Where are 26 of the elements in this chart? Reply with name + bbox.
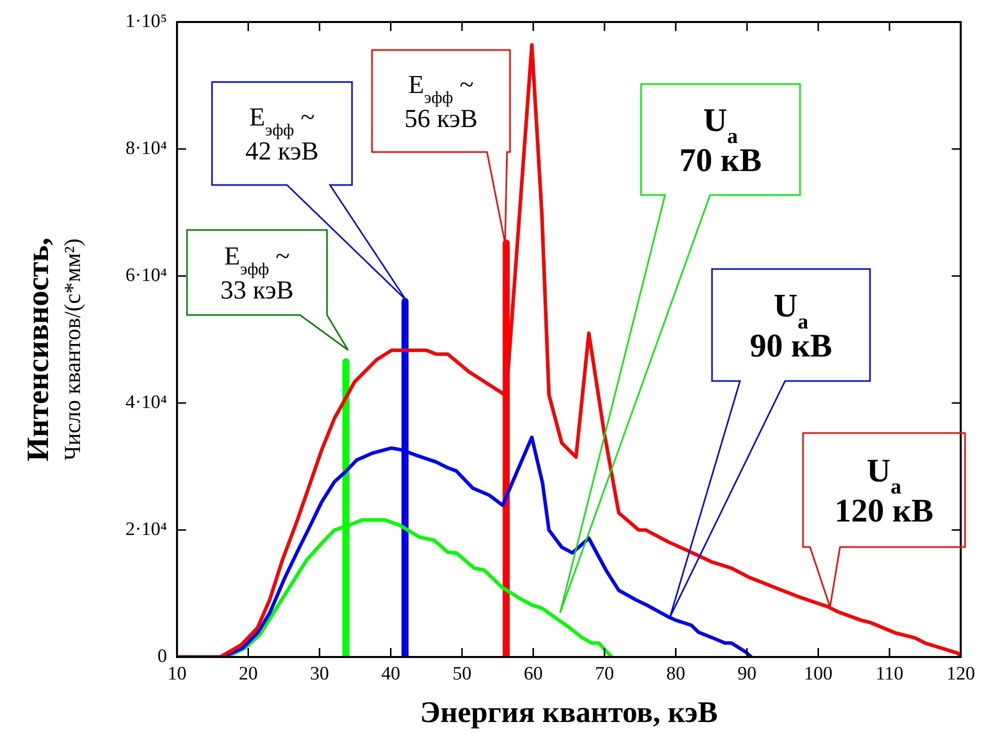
- annotation: E$_{эфф}$ ~ 56 кэВ: [404, 70, 478, 134]
- x-tick-label: 50: [452, 663, 472, 684]
- annotation: U$_{a}$ 120 кВ: [834, 454, 934, 530]
- x-tick-label: 40: [381, 663, 400, 684]
- annotation: E$_{эфф}$ ~ 33 кэВ: [220, 242, 294, 305]
- x-tick-label: 30: [310, 663, 329, 684]
- y-tick-label: 2·10⁴: [126, 518, 168, 540]
- x-tick-label: 100: [804, 663, 832, 684]
- annotation: U$_{a}$ 70 кВ: [679, 103, 762, 180]
- x-tick-label: 120: [946, 663, 975, 684]
- annotation: E$_{эфф}$ ~ 42 кэВ: [245, 102, 319, 166]
- y-tick-label: 1·10⁵: [126, 10, 167, 32]
- y-axis-title: Интенсивность, Число квантов/(с*мм²): [20, 238, 86, 462]
- x-tick-label: 20: [238, 663, 258, 684]
- x-tick-label: 10: [168, 663, 186, 684]
- x-tick-label: 110: [876, 663, 904, 684]
- x-axis-title: Энергия квантов, кэВ: [420, 696, 718, 729]
- x-tick-label: 80: [666, 663, 686, 684]
- y-tick-label: 8·10⁴: [126, 138, 168, 159]
- y-tick-label: 6·10⁴: [126, 264, 168, 286]
- x-tick-label: 70: [595, 663, 614, 684]
- annotation: U$_{a}$ 90 кВ: [750, 288, 832, 365]
- y-tick-label: 4·10⁴: [126, 392, 168, 413]
- x-tick-label: 90: [738, 663, 756, 684]
- x-tick-label: 60: [524, 663, 543, 684]
- y-tick-label: 0: [158, 646, 167, 667]
